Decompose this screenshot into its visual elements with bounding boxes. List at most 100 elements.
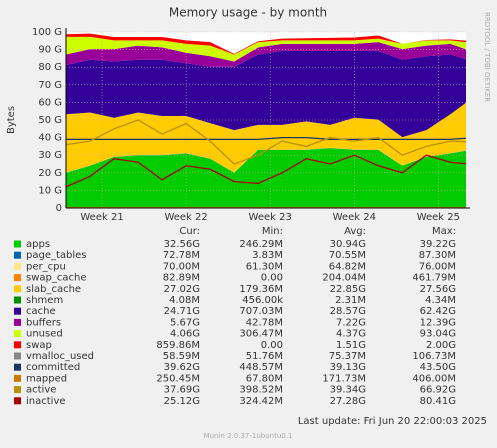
legend-label: swap_cache bbox=[26, 273, 86, 284]
legend-swatch bbox=[14, 262, 21, 270]
legend-swatch bbox=[14, 240, 21, 248]
stat-value: 80.41G bbox=[420, 396, 456, 407]
y-tick-label: 80 G bbox=[38, 62, 62, 73]
stat-value: 39.22G bbox=[420, 239, 456, 250]
area bbox=[66, 50, 466, 138]
stat-value: 461.79M bbox=[412, 273, 456, 284]
stat-value: 0.00 bbox=[261, 273, 283, 284]
stat-value: 4.08M bbox=[169, 295, 200, 306]
stat-value: 39.62G bbox=[164, 362, 200, 373]
legend-swatch bbox=[14, 330, 21, 338]
column-header: Max: bbox=[432, 226, 456, 237]
legend-label: active bbox=[26, 385, 56, 396]
y-tick-label: 10 G bbox=[38, 185, 62, 196]
stat-value: 28.57G bbox=[330, 306, 366, 317]
stat-value: 1.51G bbox=[336, 340, 366, 351]
legend-label: swap bbox=[26, 340, 52, 351]
x-tick-label: Week 23 bbox=[249, 212, 292, 223]
stat-value: 2.00G bbox=[426, 340, 456, 351]
area bbox=[66, 42, 466, 67]
stat-value: 70.55M bbox=[329, 250, 366, 261]
line bbox=[65, 119, 467, 165]
legend-label: unused bbox=[26, 329, 63, 340]
stat-value: 39.13G bbox=[330, 362, 366, 373]
footer: Last update: Fri Jun 20 22:00:03 2025 bbox=[298, 416, 487, 427]
y-tick-label: 30 G bbox=[38, 150, 62, 161]
y-tick-label: 70 G bbox=[38, 80, 62, 91]
stat-value: 171.73M bbox=[322, 373, 366, 384]
stat-value: 61.30M bbox=[246, 261, 283, 272]
stat-value: 106.73M bbox=[412, 351, 456, 362]
stat-value: 64.82M bbox=[329, 261, 366, 272]
legend-label: buffers bbox=[26, 317, 61, 328]
line bbox=[66, 136, 467, 141]
stat-value: 398.52M bbox=[239, 385, 283, 396]
stat-value: 30.94G bbox=[330, 239, 366, 250]
legend-swatch bbox=[14, 274, 21, 282]
legend-swatch bbox=[14, 352, 21, 360]
legend-label: mapped bbox=[26, 373, 67, 384]
stat-value: 70.00M bbox=[163, 261, 200, 272]
stat-value: 27.56G bbox=[420, 284, 456, 295]
stat-value: 22.85G bbox=[330, 284, 366, 295]
legend-label: cache bbox=[26, 306, 56, 317]
y-axis-label: Bytes bbox=[6, 106, 17, 134]
legend-swatch bbox=[14, 285, 21, 293]
legend-swatch bbox=[14, 296, 21, 304]
x-tick-label: Week 25 bbox=[417, 212, 460, 223]
stat-value: 0.00 bbox=[261, 340, 283, 351]
stat-value: 306.47M bbox=[239, 329, 283, 340]
stat-value: 5.67G bbox=[170, 317, 200, 328]
stat-value: 27.02G bbox=[164, 284, 200, 295]
stat-value: 93.04G bbox=[420, 329, 456, 340]
line bbox=[65, 154, 467, 188]
legend-label: inactive bbox=[26, 396, 66, 407]
legend-label: page_tables bbox=[26, 250, 87, 261]
stat-value: 7.22G bbox=[336, 317, 366, 328]
y-tick-label: 100 G bbox=[32, 27, 62, 38]
stat-value: 42.78M bbox=[246, 317, 283, 328]
stat-value: 32.56G bbox=[164, 239, 200, 250]
stat-value: 406.00M bbox=[412, 373, 456, 384]
legend-label: shmem bbox=[26, 295, 63, 306]
x-tick-label: Week 21 bbox=[80, 212, 123, 223]
stat-value: 4.37G bbox=[336, 329, 366, 340]
y-tick-label: 90 G bbox=[38, 45, 62, 56]
stat-value: 66.92G bbox=[420, 385, 456, 396]
x-tick-label: Week 24 bbox=[333, 212, 376, 223]
stat-value: 250.45M bbox=[156, 373, 200, 384]
legend-swatch bbox=[14, 386, 21, 394]
stat-value: 324.42M bbox=[239, 396, 283, 407]
column-header: Cur: bbox=[179, 226, 200, 237]
legend-swatch bbox=[14, 307, 21, 315]
stat-value: 58.59M bbox=[163, 351, 200, 362]
stat-value: 859.86M bbox=[156, 340, 200, 351]
stat-value: 72.78M bbox=[163, 250, 200, 261]
legend-swatch bbox=[14, 341, 21, 349]
stat-value: 4.34M bbox=[425, 295, 456, 306]
legend-swatch bbox=[14, 251, 21, 259]
stat-value: 62.42G bbox=[420, 306, 456, 317]
stat-value: 51.76M bbox=[246, 351, 283, 362]
legend-label: slab_cache bbox=[26, 284, 81, 295]
stat-value: 82.89M bbox=[163, 273, 200, 284]
stat-value: 448.57M bbox=[239, 362, 283, 373]
legend-label: apps bbox=[26, 239, 50, 250]
column-header: Min: bbox=[262, 226, 283, 237]
y-tick-label: 60 G bbox=[38, 97, 62, 108]
stat-value: 707.03M bbox=[239, 306, 283, 317]
stat-value: 43.50G bbox=[420, 362, 456, 373]
stat-value: 456.00k bbox=[242, 295, 283, 306]
stat-value: 3.83M bbox=[252, 250, 283, 261]
stat-value: 246.29M bbox=[239, 239, 283, 250]
legend-swatch bbox=[14, 397, 21, 405]
stat-value: 179.36M bbox=[239, 284, 283, 295]
legend-label: per_cpu bbox=[26, 261, 66, 272]
stat-value: 24.71G bbox=[164, 306, 200, 317]
stat-value: 87.30M bbox=[419, 250, 456, 261]
chart-title: Memory usage - by month bbox=[169, 6, 327, 20]
stat-value: 4.06G bbox=[170, 329, 200, 340]
stat-value: 27.28G bbox=[330, 396, 366, 407]
side-text: RRDTOOL / TOBI OETIKER bbox=[483, 12, 491, 102]
